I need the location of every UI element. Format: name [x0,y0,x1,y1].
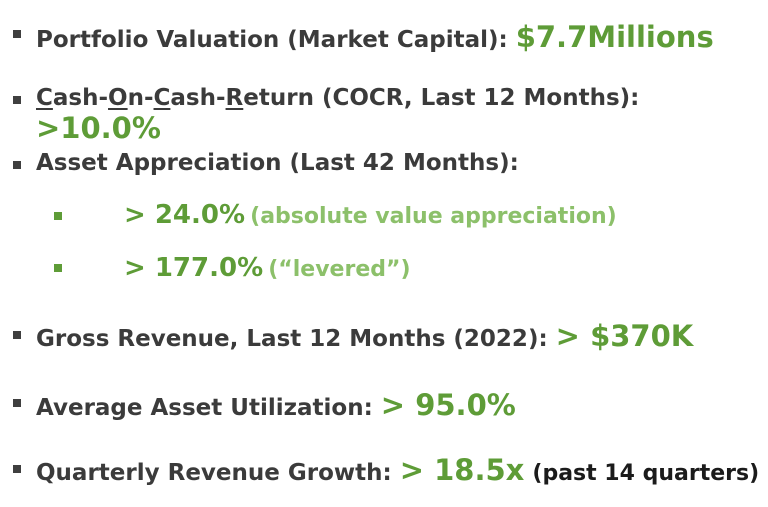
underlined-letter: C [153,85,171,111]
label-part: n- [127,85,154,111]
gross-revenue-item: Gross Revenue, Last 12 Months (2022): > … [36,319,693,353]
label-part: ash- [170,85,226,111]
item-value: > $370K [555,319,694,353]
item-value: >10.0% [36,111,161,145]
sub-item-note: (absolute value appreciation) [250,204,617,229]
item-value: $7.7Millions [515,20,714,54]
portfolio-valuation-item: Portfolio Valuation (Market Capital): $7… [36,20,714,54]
bullet-icon [13,331,21,339]
bullet-icon [13,96,21,104]
sub-item-value: > 24.0% [124,200,246,230]
sub-item-levered: > 177.0% (“levered”) [124,253,411,283]
bullet-icon [13,399,21,407]
item-label: Quarterly Revenue Growth: [36,460,392,486]
item-label: Asset Appreciation (Last 42 Months): [36,150,519,176]
item-value: > 95.0% [380,388,516,422]
label-part: ash- [52,85,109,111]
underlined-letter: R [225,85,244,111]
bullet-icon [13,30,21,38]
underlined-letter: C [36,85,53,111]
sub-item-note: (“levered”) [268,257,411,282]
item-label: Portfolio Valuation (Market Capital): [36,27,508,53]
label-part: eturn [243,85,314,111]
sub-bullet-icon [54,264,62,272]
sub-item-value: > 177.0% [124,253,264,283]
quarterly-growth-item: Quarterly Revenue Growth: > 18.5x (past … [36,453,759,487]
sub-item-absolute: > 24.0% (absolute value appreciation) [124,200,617,230]
cocr-item: Cash-On-Cash-Return (COCR, Last 12 Month… [36,85,768,145]
bullet-icon [13,161,21,169]
asset-appreciation-item: Asset Appreciation (Last 42 Months): [36,150,519,176]
sub-bullet-icon [54,212,62,220]
item-value: > 18.5x [399,453,525,487]
bullet-icon [13,465,21,473]
item-label: Average Asset Utilization: [36,395,373,421]
underlined-letter: O [108,85,128,111]
asset-utilization-item: Average Asset Utilization: > 95.0% [36,388,516,422]
item-label-suffix: (COCR, Last 12 Months): [313,85,640,111]
item-label: Gross Revenue, Last 12 Months (2022): [36,326,548,352]
item-note: (past 14 quarters) [532,461,760,486]
